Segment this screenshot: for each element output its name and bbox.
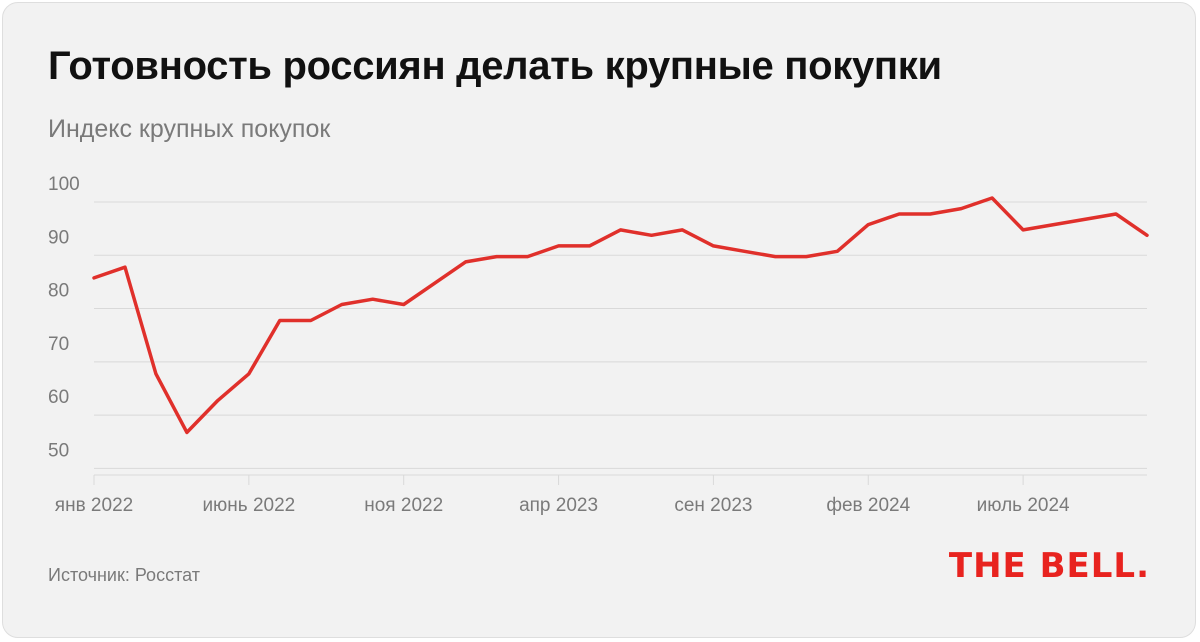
chart-title: Готовность россиян делать крупные покупк… [48, 44, 942, 88]
grid-layer [94, 201, 1147, 476]
x-tick-label: июнь 2022 [202, 495, 295, 516]
y-tick-label: 100 [48, 174, 80, 195]
y-tick-label: 70 [48, 334, 69, 355]
y-tick-label: 80 [48, 281, 69, 302]
y-axis-ticks: 50 60 70 80 90 100 [48, 174, 80, 461]
x-tick-label: янв 2022 [55, 495, 133, 516]
series-line-0 [92, 196, 1149, 435]
the-bell-logo: THE BELL. [948, 546, 1150, 586]
series-layer [92, 196, 1149, 435]
x-tick-label: фев 2024 [826, 495, 910, 516]
x-tick-label: апр 2023 [519, 495, 598, 516]
source-note: Источник: Росстат [48, 565, 200, 585]
chart-subtitle: Индекс крупных покупок [48, 115, 331, 143]
x-axis-ticks: янв 2022 июнь 2022 ноя 2022 апр 2023 сен 202… [55, 475, 1070, 516]
x-tick-label: сен 2023 [674, 495, 752, 516]
x-tick-label: июль 2024 [977, 495, 1070, 516]
y-tick-label: 90 [48, 227, 69, 248]
y-tick-label: 50 [48, 440, 69, 461]
x-tick-label: ноя 2022 [364, 495, 443, 516]
y-tick-label: 60 [48, 387, 69, 408]
